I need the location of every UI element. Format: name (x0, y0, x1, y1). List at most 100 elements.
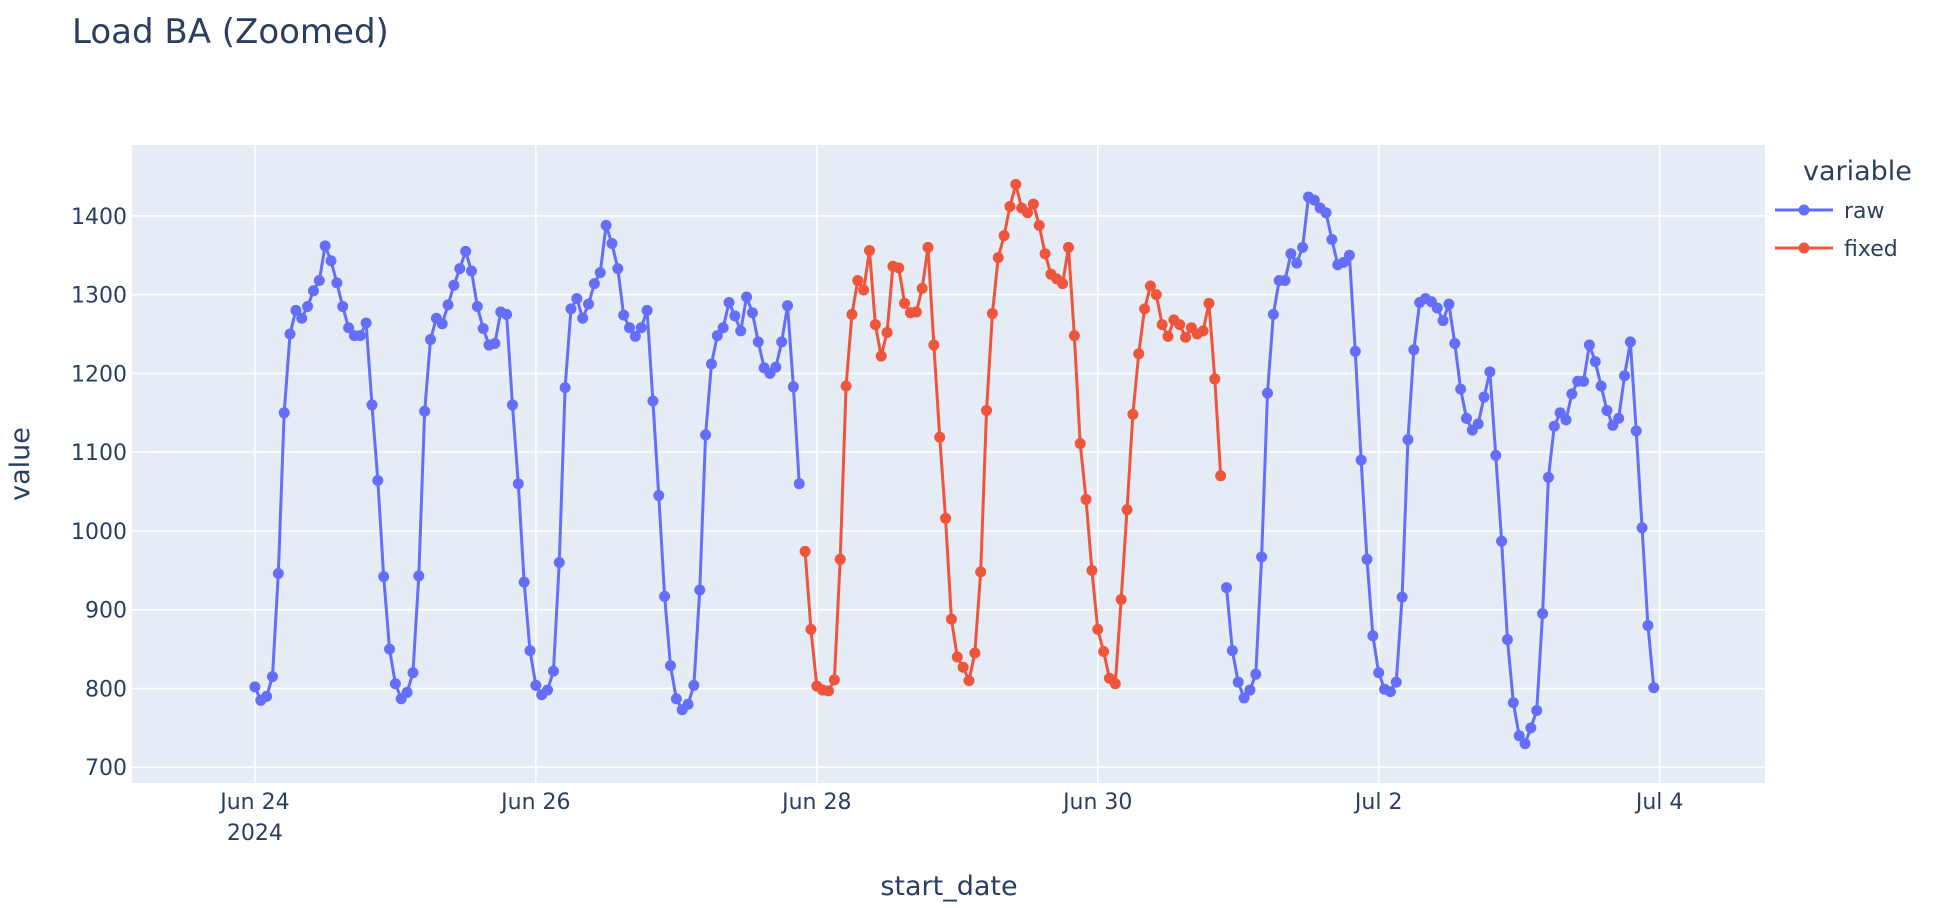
data-point-raw (1361, 553, 1373, 565)
y-tick-labels: 700 800 900 1000 1100 1200 1300 1400 (71, 205, 127, 781)
data-point-fixed (1121, 504, 1133, 516)
data-point-raw (1501, 634, 1513, 646)
legend-swatch-marker (1798, 242, 1810, 254)
x-tick-label: Jun 28 (780, 790, 851, 815)
data-point-raw (612, 263, 624, 275)
series-fixed (799, 178, 1227, 697)
data-point-fixed (910, 306, 922, 318)
data-point-raw (266, 671, 278, 683)
data-point-fixed (981, 404, 993, 416)
data-point-raw (436, 318, 448, 330)
data-point-raw (1384, 686, 1396, 698)
data-point-raw (518, 576, 530, 588)
legend-item-fixed[interactable]: fixed (1775, 237, 1898, 262)
data-point-fixed (869, 319, 881, 331)
data-point-raw (770, 361, 782, 373)
data-point-raw (1484, 366, 1496, 378)
data-point-raw (1308, 194, 1320, 206)
x-tick-label: Jul 4 (1634, 790, 1684, 815)
data-point-raw (354, 330, 366, 342)
x-tick-label: Jun 26 (499, 790, 570, 815)
data-point-raw (1373, 667, 1385, 679)
data-point-raw (325, 255, 337, 267)
data-point-raw (776, 336, 788, 348)
data-point-fixed (858, 284, 870, 296)
data-point-raw (1267, 308, 1279, 320)
data-point-raw (460, 245, 472, 257)
data-point-raw (1349, 345, 1361, 357)
data-point-raw (547, 665, 559, 677)
data-point-raw (1619, 370, 1631, 382)
data-point-fixed (975, 566, 987, 578)
data-point-raw (442, 299, 454, 311)
data-point-raw (1437, 315, 1449, 327)
data-point-fixed (1209, 373, 1221, 385)
data-point-raw (307, 285, 319, 297)
data-point-raw (653, 490, 665, 502)
data-point-raw (629, 330, 641, 342)
data-point-fixed (828, 674, 840, 686)
data-point-raw (682, 698, 694, 710)
data-point-raw (635, 322, 647, 334)
data-point-raw (1320, 207, 1332, 219)
data-point-fixed (840, 380, 852, 392)
data-point-raw (1431, 302, 1443, 314)
legend-item-raw[interactable]: raw (1775, 199, 1885, 224)
data-point-fixed (1057, 278, 1069, 290)
data-point-raw (1355, 454, 1367, 466)
data-point-raw (577, 312, 589, 324)
data-point-raw (1531, 705, 1543, 717)
data-point-raw (588, 278, 600, 290)
data-point-raw (559, 382, 571, 394)
data-point-raw (594, 267, 606, 279)
data-point-raw (694, 584, 706, 596)
data-point-raw (1525, 722, 1537, 734)
data-point-raw (1542, 471, 1554, 483)
data-point-raw (313, 274, 325, 286)
data-point-fixed (957, 661, 969, 673)
data-point-raw (659, 590, 671, 602)
data-point-raw (1221, 582, 1233, 594)
y-tick-label: 1100 (71, 441, 127, 466)
data-point-fixed (986, 308, 998, 320)
data-point-raw (1636, 522, 1648, 534)
data-point-raw (272, 567, 284, 579)
data-point-raw (512, 478, 524, 490)
data-point-raw (425, 334, 437, 346)
data-point-raw (1624, 336, 1636, 348)
data-point-raw (401, 686, 413, 698)
x-tick-label: Jun 24 (218, 790, 289, 815)
data-point-raw (419, 405, 431, 417)
data-point-raw (705, 358, 717, 370)
data-point-fixed (1215, 470, 1227, 482)
data-point-fixed (846, 308, 858, 320)
data-point-fixed (1086, 564, 1098, 576)
data-point-fixed (893, 262, 905, 274)
data-point-raw (372, 475, 384, 487)
data-point-raw (1589, 356, 1601, 368)
data-point-raw (1566, 388, 1578, 400)
data-point-raw (290, 304, 302, 316)
series-raw (249, 191, 1660, 750)
data-point-fixed (969, 647, 981, 659)
data-point-raw (465, 265, 477, 277)
data-point-fixed (1174, 319, 1186, 331)
data-point-raw (565, 303, 577, 315)
data-point-fixed (928, 339, 940, 351)
data-point-raw (741, 291, 753, 303)
data-point-raw (571, 293, 583, 305)
data-point-fixed (799, 545, 811, 557)
y-tick-label: 1200 (71, 362, 127, 387)
data-point-raw (1472, 418, 1484, 430)
data-point-raw (1396, 591, 1408, 603)
data-point-fixed (1115, 593, 1127, 605)
data-point-fixed (963, 675, 975, 687)
data-point-raw (618, 309, 630, 321)
data-point-fixed (951, 651, 963, 663)
data-point-raw (454, 263, 466, 275)
data-point-raw (319, 240, 331, 252)
data-point-fixed (1039, 248, 1051, 260)
data-point-raw (600, 219, 612, 231)
data-point-fixed (1133, 348, 1145, 360)
y-tick-label: 800 (85, 677, 127, 702)
